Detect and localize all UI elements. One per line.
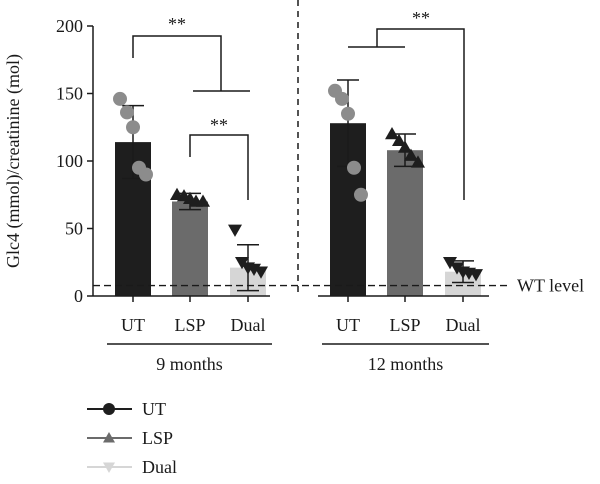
significance-bracket: [132, 35, 222, 91]
significance-label: **: [168, 14, 186, 34]
data-point-dual: [469, 269, 483, 282]
y-tick-label: 200: [56, 16, 83, 36]
legend-label: Dual: [142, 457, 177, 477]
y-tick-label: 100: [56, 151, 83, 171]
bar-lsp: [172, 201, 208, 296]
data-point-lsp: [398, 140, 412, 153]
reference-line-label: WT level: [517, 276, 584, 296]
x-tick-label: Dual: [231, 315, 266, 335]
significance-bracket: [376, 28, 465, 200]
data-point-ut: [335, 91, 349, 106]
data-point-ut: [139, 167, 153, 182]
legend-marker-dual: [103, 462, 115, 473]
data-point-ut: [354, 187, 368, 202]
data-point-ut: [126, 120, 140, 135]
data-point-lsp: [404, 148, 418, 161]
group-label: 12 months: [368, 354, 444, 374]
significance-label: **: [412, 8, 430, 28]
data-point-dual: [450, 262, 464, 275]
x-tick-label: UT: [336, 315, 360, 335]
y-tick-label: 0: [74, 286, 83, 306]
legend-marker-ut: [103, 403, 115, 415]
data-point-lsp: [196, 194, 210, 207]
legend-label: UT: [142, 399, 166, 419]
data-point-ut: [341, 106, 355, 121]
data-point-lsp: [392, 133, 406, 146]
data-point-ut: [120, 105, 134, 120]
y-tick-label: 150: [56, 84, 83, 104]
x-tick-label: UT: [121, 315, 145, 335]
significance-bracket: [189, 134, 249, 200]
data-point-dual: [443, 257, 457, 270]
data-point-lsp: [385, 127, 399, 140]
significance-label: **: [210, 115, 228, 135]
x-tick-label: LSP: [174, 315, 205, 335]
data-point-lsp: [411, 155, 425, 168]
y-axis-title: Glc4 (mmol)/creatinine (mol): [3, 54, 24, 268]
data-point-dual: [254, 266, 268, 279]
x-tick-label: LSP: [389, 315, 420, 335]
data-point-ut: [113, 91, 127, 106]
legend-label: LSP: [142, 428, 173, 448]
data-point-ut: [347, 160, 361, 175]
data-point-dual: [228, 224, 242, 237]
y-tick-label: 50: [65, 219, 83, 239]
bar-lsp: [387, 150, 423, 296]
group-label: 9 months: [156, 354, 223, 374]
x-tick-label: Dual: [446, 315, 481, 335]
legend-marker-lsp: [103, 432, 115, 443]
